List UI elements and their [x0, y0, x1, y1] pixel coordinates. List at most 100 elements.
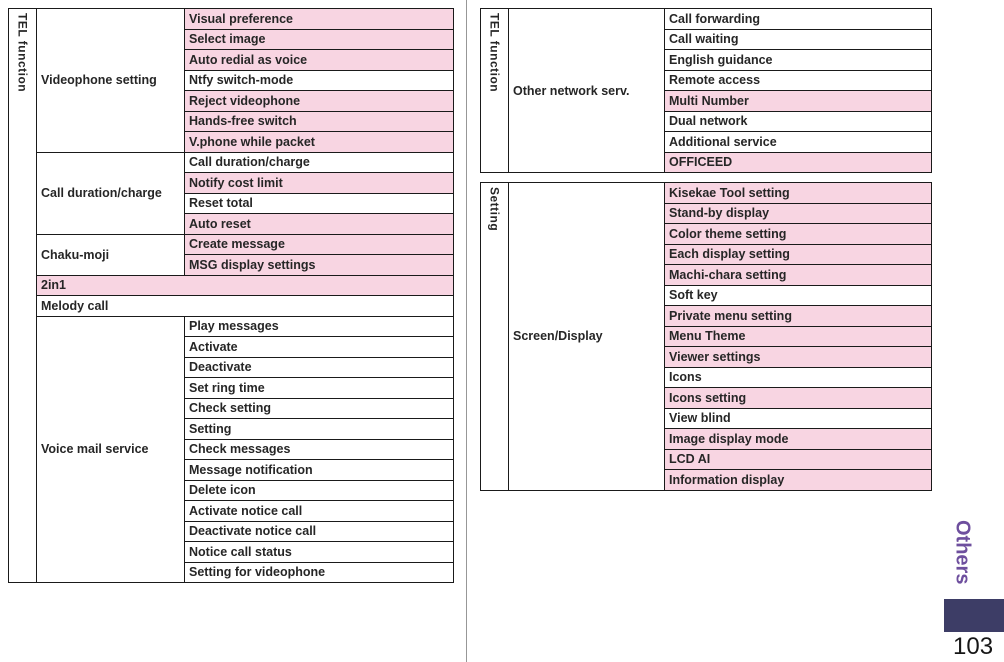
category-cell: Voice mail service [36, 315, 185, 583]
menu-item-cell: Setting for videophone [184, 561, 454, 583]
table-row: Setting for videophone [9, 561, 454, 583]
tel-function-table-left: TEL function Videophone setting Visual pre… [8, 8, 454, 583]
table-row: Reject videophone [9, 90, 454, 112]
menu-item-cell: Color theme setting [664, 223, 932, 245]
table-row: TEL function Videophone setting Visual pre… [8, 8, 454, 583]
table-row: Auto redial as voice [9, 49, 454, 71]
menu-item-cell: Soft key [664, 284, 932, 306]
menu-item-cell: Each display setting [664, 243, 932, 265]
table-row: Activate [9, 336, 454, 358]
category-cell: Other network serv. [508, 8, 665, 173]
menu-item-cell: Information display [664, 469, 932, 491]
menu-item-cell: English guidance [664, 49, 932, 71]
menu-item-cell: Viewer settings [664, 346, 932, 368]
menu-item-cell: Notify cost limit [184, 172, 454, 194]
menu-item-cell: Machi-chara setting [664, 264, 932, 286]
others-section-label: Others [940, 508, 984, 596]
menu-item-cell: Check setting [184, 397, 454, 419]
table-row: Call waiting [481, 28, 932, 50]
menu-item-cell: Notice call status [184, 541, 454, 563]
setting-table-right: Setting Screen/Display Kisekae Tool settin… [480, 182, 932, 491]
group-label: Setting [487, 187, 502, 232]
menu-item-cell: Remote access [664, 69, 932, 91]
menu-item-cell: Activate notice call [184, 500, 454, 522]
group-label-cell: TEL function [480, 8, 509, 173]
table-row: Call duration/charge Call duration/charge [9, 151, 454, 235]
menu-item-cell: Message notification [184, 459, 454, 481]
menu-item-cell: Kisekae Tool setting [664, 182, 932, 204]
menu-item-cell: Call duration/charge [184, 151, 454, 173]
category-cell: Chaku-moji [36, 233, 185, 276]
category-cell: Screen/Display [508, 182, 665, 491]
menu-item-cell: LCD AI [664, 448, 932, 470]
menu-item-cell: Setting [184, 418, 454, 440]
table-row: Information display [481, 469, 932, 491]
table-row: Check setting [9, 397, 454, 419]
group-label: TEL function [15, 13, 30, 93]
menu-item-cell: Set ring time [184, 377, 454, 399]
menu-item-cell: Additional service [664, 131, 932, 153]
menu-item-cell: Image display mode [664, 428, 932, 450]
table-row: V.phone while packet [9, 131, 454, 153]
menu-item-cell: View blind [664, 407, 932, 429]
menu-item-cell: Select image [184, 28, 454, 50]
menu-item-cell: Delete icon [184, 479, 454, 501]
table-row: Each display setting [481, 243, 932, 265]
table-row: LCD AI [481, 448, 932, 470]
table-row: TEL function Other network serv. Call forw… [480, 8, 932, 173]
table-row: Voice mail service Play messages [9, 315, 454, 583]
group-label-cell: Setting [480, 182, 509, 491]
others-tab-block [944, 599, 1004, 632]
menu-item-cell: Auto redial as voice [184, 49, 454, 71]
menu-item-cell: OFFICEED [664, 151, 932, 173]
tel-function-table-right: TEL function Other network serv. Call forw… [480, 8, 932, 173]
table-row: Select image [9, 28, 454, 50]
menu-category-full-row: 2in1 [36, 274, 454, 296]
table-row: Image display mode [481, 428, 932, 450]
table-row: 2in1 [9, 274, 454, 296]
table-row: Private menu setting [481, 305, 932, 327]
menu-item-cell: Stand-by display [664, 202, 932, 224]
menu-item-cell: Hands-free switch [184, 110, 454, 132]
table-row: Color theme setting [481, 223, 932, 245]
menu-table-right-top-mount: TEL function Other network serv. Call forw… [480, 8, 932, 173]
menu-table-right-bottom-mount: Setting Screen/Display Kisekae Tool settin… [480, 182, 932, 491]
menu-item-cell: Reset total [184, 192, 454, 214]
menu-item-cell: Deactivate [184, 356, 454, 378]
menu-item-cell: Reject videophone [184, 90, 454, 112]
menu-item-cell: Activate [184, 336, 454, 358]
menu-category-full-row: Melody call [36, 295, 454, 317]
table-row: Icons setting [481, 387, 932, 409]
menu-item-cell: Call forwarding [664, 8, 932, 30]
menu-item-cell: Ntfy switch-mode [184, 69, 454, 91]
table-row: Machi-chara setting [481, 264, 932, 286]
menu-item-cell: Play messages [184, 315, 454, 337]
table-row: Viewer settings [481, 346, 932, 368]
table-row: Auto reset [9, 213, 454, 235]
menu-item-cell: MSG display settings [184, 254, 454, 276]
table-row: View blind [481, 407, 932, 429]
table-row: Remote access [481, 69, 932, 91]
table-row: Chaku-moji Create message [9, 233, 454, 276]
table-row: Melody call [9, 295, 454, 317]
table-row: Setting Screen/Display Kisekae Tool settin… [480, 182, 932, 491]
menu-item-cell: Icons setting [664, 387, 932, 409]
menu-item-cell: V.phone while packet [184, 131, 454, 153]
menu-item-cell: Multi Number [664, 90, 932, 112]
menu-item-cell: Visual preference [184, 8, 454, 30]
category-cell: Videophone setting [36, 8, 185, 153]
others-section-label-text: Others [951, 519, 974, 585]
menu-item-cell: Private menu setting [664, 305, 932, 327]
table-row: OFFICEED [481, 151, 932, 173]
menu-item-cell: Deactivate notice call [184, 520, 454, 542]
menu-item-cell: Check messages [184, 438, 454, 460]
menu-table-left-mount: TEL function Videophone setting Visual pre… [8, 8, 454, 583]
group-label-cell: TEL function [8, 8, 37, 583]
group-label: TEL function [487, 13, 502, 93]
menu-item-cell: Menu Theme [664, 325, 932, 347]
menu-item-cell: Dual network [664, 110, 932, 132]
menu-item-cell: Icons [664, 366, 932, 388]
menu-item-cell: Call waiting [664, 28, 932, 50]
category-cell: Call duration/charge [36, 151, 185, 235]
menu-item-cell: Auto reset [184, 213, 454, 235]
